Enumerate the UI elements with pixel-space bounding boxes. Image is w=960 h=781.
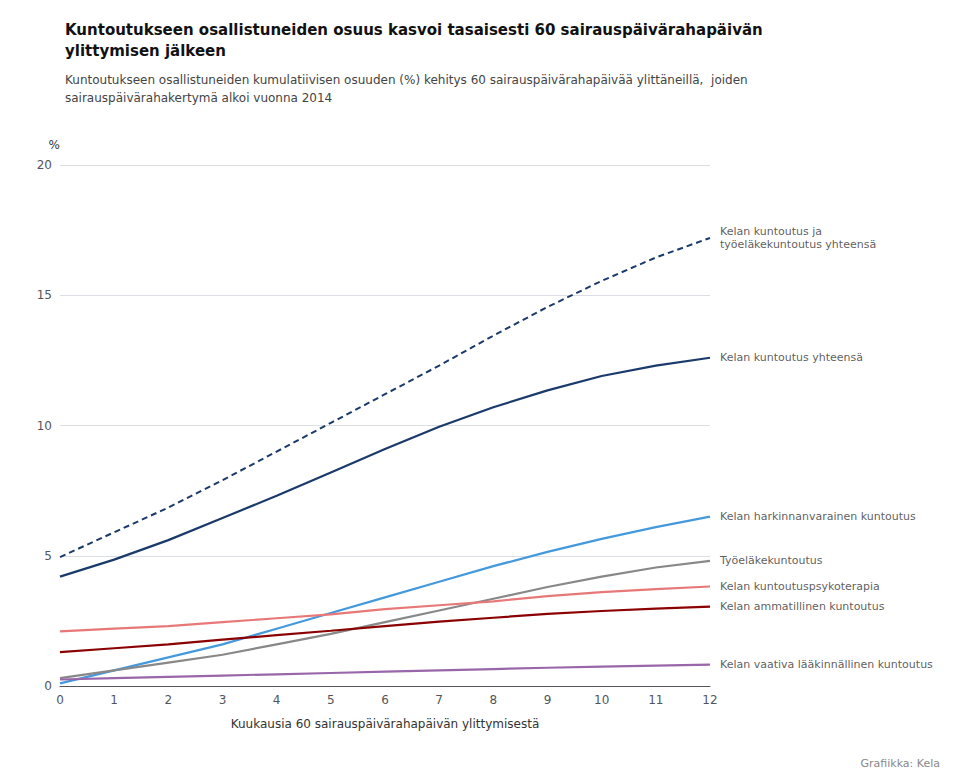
svg-text:20: 20 [37,158,52,172]
svg-text:8: 8 [490,693,498,707]
svg-text:6: 6 [381,693,389,707]
svg-text:Kelan ammatillinen kuntoutus: Kelan ammatillinen kuntoutus [720,600,885,613]
svg-text:5: 5 [327,693,335,707]
svg-text:2: 2 [165,693,173,707]
svg-text:10: 10 [37,419,52,433]
svg-text:1: 1 [110,693,118,707]
svg-text:%: % [49,138,60,152]
svg-text:Kuntoutukseen osallistuneiden: Kuntoutukseen osallistuneiden kumulatiiv… [65,73,748,87]
svg-text:Työeläkekuntoutus: Työeläkekuntoutus [719,554,823,567]
svg-text:15: 15 [37,288,52,302]
svg-text:0: 0 [44,679,52,693]
svg-text:ylittymisen jälkeen: ylittymisen jälkeen [65,42,226,60]
svg-text:0: 0 [56,693,64,707]
svg-text:9: 9 [544,693,552,707]
svg-text:Kuntoutukseen osallistuneiden: Kuntoutukseen osallistuneiden osuus kasv… [65,21,763,39]
svg-text:5: 5 [44,549,52,563]
svg-text:7: 7 [435,693,443,707]
svg-text:Kelan kuntoutus yhteensä: Kelan kuntoutus yhteensä [720,351,863,364]
svg-text:10: 10 [594,693,609,707]
svg-text:3: 3 [219,693,227,707]
svg-text:Kelan kuntoutus ja: Kelan kuntoutus ja [720,225,822,238]
svg-text:työeläkekuntoutus yhteensä: työeläkekuntoutus yhteensä [720,238,876,251]
svg-text:4: 4 [273,693,281,707]
svg-text:Kelan vaativa lääkinnällinen k: Kelan vaativa lääkinnällinen kuntoutus [720,658,933,671]
svg-text:sairauspäivärahakertymä alkoi: sairauspäivärahakertymä alkoi vuonna 201… [65,91,332,105]
svg-text:Kelan kuntoutuspsykoterapia: Kelan kuntoutuspsykoterapia [720,580,880,593]
svg-text:Kuukausia 60 sairauspäivärahap: Kuukausia 60 sairauspäivärahapäivän ylit… [231,717,540,731]
svg-text:11: 11 [648,693,663,707]
svg-text:12: 12 [702,693,717,707]
svg-text:Grafiikka: Kela: Grafiikka: Kela [861,757,941,770]
svg-text:Kelan harkinnanvarainen kuntou: Kelan harkinnanvarainen kuntoutus [720,510,916,523]
